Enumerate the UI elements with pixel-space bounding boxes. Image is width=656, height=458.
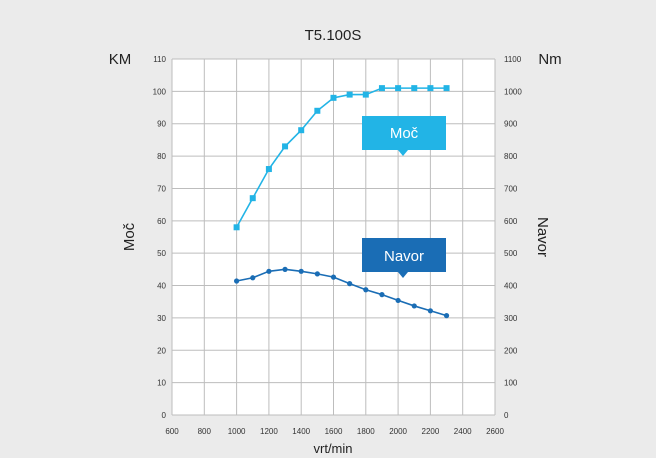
data-point-navor <box>314 271 320 277</box>
right-axis: 0 100 200 300 400 500 600 700 800 900 1000 1100 <box>504 55 522 420</box>
left-tick-label: 60 <box>157 217 166 226</box>
left-unit-label: KM <box>109 51 132 68</box>
data-point-moc <box>362 91 369 98</box>
x-tick-label: 1600 <box>325 427 343 436</box>
left-tick-label: 90 <box>157 120 166 129</box>
x-tick-label: 1800 <box>357 427 375 436</box>
data-point-navor <box>347 281 353 287</box>
series-group <box>233 85 450 319</box>
data-point-moc <box>346 91 353 98</box>
left-tick-label: 0 <box>162 411 167 420</box>
data-point-navor <box>250 275 256 281</box>
data-point-navor <box>298 268 304 274</box>
x-axis: 600 800 1000 1200 1400 1600 1800 2000 2200 2400 26… <box>165 427 504 436</box>
data-point-moc <box>249 195 256 202</box>
legend-moc-box <box>362 116 446 150</box>
data-point-moc <box>443 85 450 92</box>
data-point-navor <box>379 292 385 298</box>
right-tick-label: 200 <box>504 346 518 355</box>
right-tick-label: 600 <box>504 217 518 226</box>
right-tick-label: 300 <box>504 314 518 323</box>
data-point-moc <box>298 127 305 134</box>
right-tick-label: 400 <box>504 282 518 291</box>
right-tick-label: 1000 <box>504 87 522 96</box>
right-axis-label: Navor <box>534 217 551 257</box>
series-line-navor <box>236 268 447 317</box>
data-point-navor <box>266 268 272 274</box>
legend-navor: Navor <box>362 238 446 278</box>
data-point-moc <box>265 166 272 173</box>
x-tick-label: 800 <box>198 427 212 436</box>
x-tick-label: 1200 <box>260 427 278 436</box>
legend-navor-pointer <box>398 272 408 278</box>
left-tick-label: 70 <box>157 184 166 193</box>
legend-moc-label: Moč <box>390 125 419 142</box>
right-tick-label: 500 <box>504 249 518 258</box>
left-tick-label: 100 <box>153 87 167 96</box>
data-point-moc <box>411 85 418 92</box>
x-tick-label: 1000 <box>228 427 246 436</box>
left-tick-label: 110 <box>153 55 166 64</box>
data-point-moc <box>314 107 321 114</box>
x-tick-label: 2000 <box>389 427 407 436</box>
data-point-navor <box>363 287 369 293</box>
left-axis: 0 10 20 30 40 50 60 70 80 90 100 110 <box>153 55 167 420</box>
data-point-navor <box>282 266 288 272</box>
right-tick-label: 1100 <box>504 55 522 64</box>
right-tick-label: 700 <box>504 184 518 193</box>
x-tick-label: 2200 <box>422 427 440 436</box>
left-tick-label: 50 <box>157 249 166 258</box>
x-tick-label: 2600 <box>486 427 504 436</box>
legend-moc: Moč <box>362 116 446 156</box>
x-tick-label: 2400 <box>454 427 472 436</box>
legend-navor-box <box>362 238 446 272</box>
data-point-moc <box>330 94 337 101</box>
left-tick-label: 30 <box>157 314 166 323</box>
chart-title: T5.100S <box>305 27 362 44</box>
x-tick-label: 1400 <box>292 427 310 436</box>
left-axis-label: Moč <box>121 222 138 251</box>
right-tick-label: 0 <box>504 411 509 420</box>
left-tick-label: 40 <box>157 282 166 291</box>
right-tick-label: 800 <box>504 152 518 161</box>
data-point-navor <box>234 278 240 284</box>
data-point-navor <box>411 303 417 309</box>
legend-navor-label: Navor <box>384 248 424 265</box>
data-point-navor <box>330 274 337 280</box>
data-point-navor <box>395 297 401 304</box>
legend-moc-pointer <box>398 150 408 156</box>
left-tick-label: 20 <box>157 346 166 355</box>
right-unit-label: Nm <box>538 51 561 68</box>
right-tick-label: 100 <box>504 379 518 388</box>
data-point-moc <box>378 85 385 92</box>
data-point-moc <box>282 143 289 150</box>
x-tick-label: 600 <box>165 427 179 436</box>
data-point-moc <box>427 85 434 92</box>
data-point-moc <box>395 85 402 92</box>
data-point-navor <box>443 313 450 319</box>
left-tick-label: 80 <box>157 152 166 161</box>
right-tick-label: 900 <box>504 120 518 129</box>
data-point-moc <box>233 224 240 231</box>
left-tick-label: 10 <box>157 379 166 388</box>
data-point-navor <box>427 308 433 314</box>
x-axis-label: vrt/min <box>314 441 353 456</box>
